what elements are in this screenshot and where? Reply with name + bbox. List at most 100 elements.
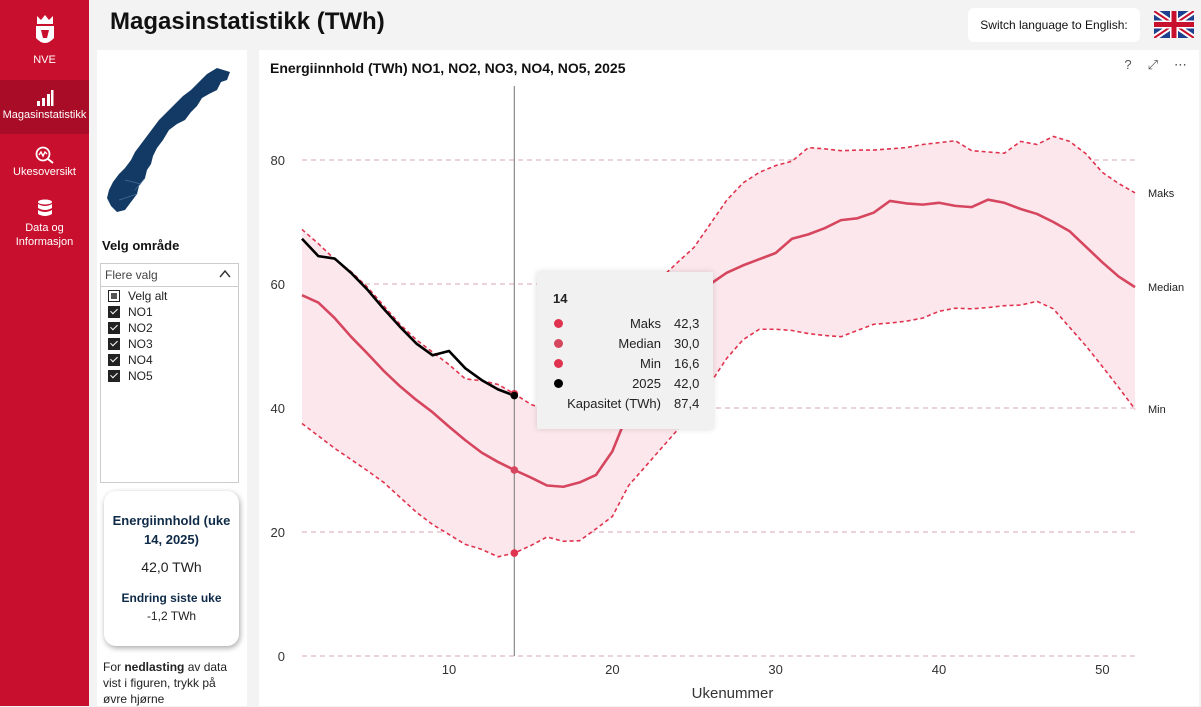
chart-panel: Energiinnhold (TWh) NO1, NO2, NO3, NO4, … [259,50,1199,706]
slicer-item-velg-alt[interactable]: Velg alt [101,288,238,304]
tooltip-label: Maks [629,316,661,331]
kpi-title: Energiinnhold (uke 14, 2025) [112,513,231,547]
end-label-min: Min [1148,404,1166,416]
checkbox[interactable] [108,354,120,366]
checkbox[interactable] [108,290,120,302]
chevron-up-icon [219,269,231,278]
x-tick-label: 30 [768,662,782,677]
min-max-band [302,136,1135,557]
series-line-median [301,198,1136,489]
y-tick-label: 20 [271,525,285,540]
slicer-dropdown[interactable]: Flere valg [101,264,238,287]
download-note: For nedlasting av data vist i figuren, t… [103,659,243,707]
chart-toolbar: ? ⤢ ⋯ [1108,57,1187,73]
slicer-dropdown-label: Flere valg [105,268,158,282]
nav-data-og-informasjon[interactable]: Data og Informasjon [0,199,89,255]
filter-title: Velg område [102,238,180,253]
slicer-item-no4[interactable]: NO4 [101,352,238,368]
chart-title: Energiinnhold (TWh) NO1, NO2, NO3, NO4, … [270,60,626,76]
nav-ukesoversikt[interactable]: Ukesoversikt [0,146,89,190]
y-tick-label: 40 [271,401,285,416]
bar-chart-icon [36,90,53,106]
slicer-item-no5[interactable]: NO5 [101,368,238,384]
nav-label: Magasinstatistikk [2,109,87,121]
more-options-icon[interactable]: ⋯ [1174,57,1187,72]
logo-text: NVE [33,54,56,66]
series-line-2025 [301,237,515,397]
x-tick-label: 40 [932,662,946,677]
nav-magasinstatistikk[interactable]: Magasinstatistikk [0,80,89,134]
slicer-item-label: NO1 [128,305,153,319]
tooltip-label: 2025 [632,376,661,391]
x-tick-label: 10 [442,662,456,677]
kpi-change-value: -1,2 TWh [146,609,197,623]
tooltip-row: Median 30,0 [537,334,713,354]
tooltip-legend-dot [554,359,563,368]
nav-label: Data og Informasjon [15,222,74,248]
database-icon [37,199,52,216]
tooltip-row: Kapasitet (TWh) 87,4 [537,394,713,414]
series-line-min [301,300,1136,558]
tooltip-value: 30,0 [674,336,700,351]
magnifier-chart-icon [35,146,54,164]
x-tick-label: 20 [605,662,619,677]
slicer-item-no2[interactable]: NO2 [101,320,238,336]
tooltip-row: Maks 42,3 [537,314,713,334]
chart-tooltip: 14 Maks 42,3 Median 30,0 Min 16,6 2025 42,0 Kapa… [537,272,713,429]
highlight-point-median [510,466,519,474]
slicer-item-label: NO3 [128,337,153,351]
help-icon[interactable]: ? [1124,57,1132,72]
kpi-change-label: Endring siste uke [121,591,222,605]
slicer-item-no1[interactable]: NO1 [101,304,238,320]
tooltip-legend-dot [554,379,563,388]
kpi-value: 42,0 TWh [141,559,202,575]
tooltip-label: Kapasitet (TWh) [567,396,661,411]
norway-map-icon [107,68,230,212]
slicer-item-label: NO2 [128,321,153,335]
slicer-item-no3[interactable]: NO3 [101,336,238,352]
uk-flag-icon[interactable] [1154,11,1194,38]
tooltip-legend-dot [554,339,563,348]
y-tick-label: 60 [271,277,285,292]
x-axis-label: Ukenummer [692,685,774,702]
focus-mode-icon[interactable]: ⤢ [1147,57,1158,72]
reservoir-chart[interactable]: 0 20 40 60 80 10 20 30 40 50 Ukenummer Maks Median Mi… [259,50,1199,706]
end-label-median: Median [1148,282,1184,294]
slicer-item-label: Velg alt [128,289,168,303]
y-tick-label: 0 [278,649,285,664]
series-line-maks [301,135,1136,412]
highlight-point-2025 [510,391,519,400]
highlight-point-min [510,549,519,557]
y-tick-label: 80 [271,153,285,168]
checkbox[interactable] [108,306,120,318]
tooltip-legend-dot [554,319,563,328]
tooltip-value: 42,0 [674,376,700,391]
tooltip-value: 42,3 [674,316,700,331]
tooltip-value: 87,4 [674,396,700,411]
checkbox[interactable] [108,338,120,350]
tooltip-row: Min 16,6 [537,354,713,374]
slicer-item-label: NO4 [128,353,153,367]
lion-crest-icon [36,15,54,43]
tooltip-row: 2025 42,0 [537,374,713,394]
tooltip-value: 16,6 [674,356,700,371]
checkbox[interactable] [108,322,120,334]
x-tick-label: 50 [1095,662,1109,677]
download-note-prefix: For [103,660,125,674]
area-slicer: Flere valg Velg alt NO1 NO2 NO3 NO4 NO5 [100,263,239,483]
tooltip-week: 14 [553,291,568,306]
left-panel: Velg område Flere valg Velg alt NO1 NO2 … [97,50,247,706]
kpi-card: Energiinnhold (uke 14, 2025) 42,0 TWh En… [104,491,239,646]
page-title: Magasinstatistikk (TWh) [110,8,385,35]
nav-label: Ukesoversikt [13,166,76,178]
nve-logo[interactable]: NVE [7,4,82,70]
tooltip-label: Median [618,336,661,351]
tooltip-label: Min [640,356,661,371]
sidebar: NVE Magasinstatistikk Ukesoversikt Data … [0,0,89,706]
download-note-bold: nedlasting [124,660,185,674]
checkbox[interactable] [108,370,120,382]
switch-language-button[interactable]: Switch language to English: [968,8,1140,42]
end-label-maks: Maks [1148,188,1175,200]
slicer-item-label: NO5 [128,369,153,383]
download-note-suffix: av data vist i figuren, trykk på øvre hj… [103,660,228,706]
